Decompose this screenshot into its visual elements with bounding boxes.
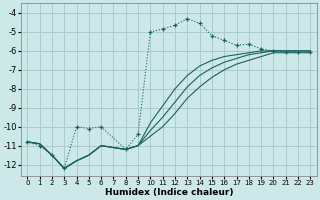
X-axis label: Humidex (Indice chaleur): Humidex (Indice chaleur) [105, 188, 233, 197]
